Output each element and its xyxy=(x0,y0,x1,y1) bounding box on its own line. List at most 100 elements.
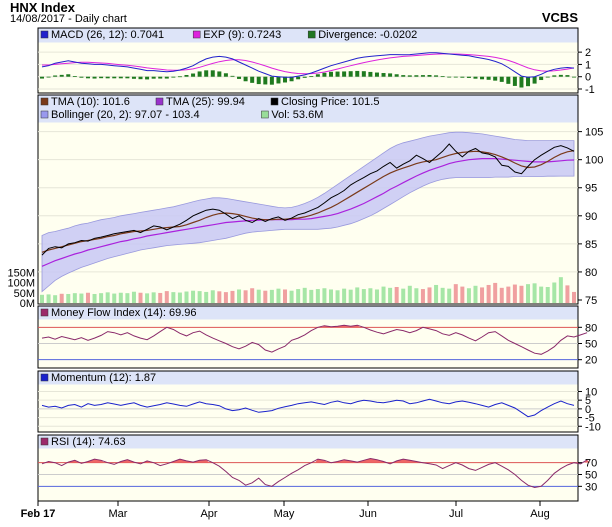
divergence-bar xyxy=(519,76,524,88)
divergence-bar xyxy=(263,76,268,85)
divergence-bar xyxy=(184,74,189,77)
volume-bar xyxy=(85,292,90,303)
divergence-bar xyxy=(374,72,379,77)
volume-bar xyxy=(427,287,432,303)
volume-bar xyxy=(506,286,511,303)
volume-bar xyxy=(125,293,130,303)
divergence-bar xyxy=(66,74,71,77)
divergence-bar xyxy=(328,71,333,77)
divergence-bar xyxy=(315,74,320,77)
volume-bar xyxy=(197,291,202,303)
volume-bar xyxy=(558,277,563,303)
y-tick-label: 1 xyxy=(585,59,591,71)
x-tick-label: May xyxy=(274,508,295,520)
x-tick-label: Jul xyxy=(449,508,463,520)
chart-title: HNX Index xyxy=(10,0,76,15)
volume-bar xyxy=(66,293,71,303)
divergence-bar xyxy=(486,76,491,80)
legend-swatch xyxy=(40,110,49,119)
volume-bar xyxy=(164,291,169,303)
y-tick-label: 30 xyxy=(585,481,597,493)
divergence-bar xyxy=(243,76,248,82)
divergence-bar xyxy=(40,76,44,79)
volume-bar xyxy=(480,287,485,303)
divergence-bar xyxy=(512,76,517,86)
volume-bar xyxy=(302,287,307,303)
volume-bar xyxy=(368,288,373,303)
legend-swatch xyxy=(40,437,49,446)
y-tick-label: 95 xyxy=(585,183,597,195)
divergence-bar xyxy=(545,76,550,78)
divergence-bar xyxy=(420,75,425,77)
volume-bar xyxy=(99,293,104,303)
divergence-bar xyxy=(447,76,452,78)
volume-bar xyxy=(466,288,471,303)
y-tick-label: 75 xyxy=(585,295,597,307)
volume-tick-label: 50M xyxy=(14,288,35,300)
volume-bar xyxy=(59,293,64,303)
money-flow-index-line xyxy=(41,324,588,355)
volume-bar xyxy=(401,288,406,303)
y-tick-label: 50 xyxy=(585,339,597,351)
volume-bar xyxy=(512,284,517,303)
y-tick-label: 100 xyxy=(585,155,603,167)
volume-bar xyxy=(223,292,228,303)
rsi-line xyxy=(41,457,588,489)
divergence-bar xyxy=(158,76,163,79)
volume-bar xyxy=(263,290,268,303)
volume-bar xyxy=(46,294,51,303)
volume-bar xyxy=(552,282,557,303)
volume-bar xyxy=(565,285,570,303)
volume-bar xyxy=(243,290,248,303)
rsi-overbought-area xyxy=(170,459,210,463)
volume-bar xyxy=(237,289,242,303)
legend-swatch xyxy=(155,97,164,106)
divergence-bar xyxy=(283,76,288,83)
volume-bar xyxy=(447,288,452,303)
mfi-overbought-area xyxy=(321,325,361,328)
divergence-bar xyxy=(309,76,314,77)
volume-bar xyxy=(453,284,458,303)
divergence-bar xyxy=(92,76,97,79)
volume-bar xyxy=(355,287,360,303)
divergence-bar xyxy=(210,70,215,77)
divergence-bar xyxy=(361,71,366,77)
volume-bar xyxy=(342,288,347,303)
volume-bar xyxy=(40,294,44,303)
volume-bar xyxy=(572,291,576,303)
legend-swatch xyxy=(192,30,201,39)
divergence-bar xyxy=(230,75,235,77)
divergence-bar xyxy=(59,74,64,77)
volume-tick-label: 100M xyxy=(7,278,35,290)
divergence-bar xyxy=(532,76,537,84)
volume-bar xyxy=(526,284,531,303)
divergence-bar xyxy=(276,76,281,84)
volume-bar xyxy=(276,288,281,303)
divergence-bar xyxy=(191,73,196,77)
volume-bar xyxy=(473,285,478,303)
divergence-bar xyxy=(46,76,51,78)
divergence-bar xyxy=(250,76,255,83)
divergence-bar xyxy=(99,76,104,79)
tma25-line xyxy=(41,158,575,267)
volume-bar xyxy=(361,289,366,303)
divergence-bar xyxy=(414,75,419,77)
legend-entry: EXP (9): 0.7243 xyxy=(203,29,281,41)
divergence-bar xyxy=(558,74,563,77)
divergence-bar xyxy=(302,76,307,78)
panel-3-legend-band xyxy=(38,371,578,385)
divergence-bar xyxy=(125,76,130,79)
divergence-bar xyxy=(493,76,498,81)
volume-tick-label: 150M xyxy=(7,267,35,279)
divergence-bar xyxy=(427,74,432,77)
divergence-bar xyxy=(499,76,504,82)
volume-bar xyxy=(184,291,189,303)
volume-bar xyxy=(348,289,353,303)
panel-4-legend-band xyxy=(38,435,578,449)
divergence-bar xyxy=(237,76,242,79)
x-tick-label: Aug xyxy=(530,508,550,520)
divergence-bar xyxy=(204,70,209,77)
y-tick-label: 90 xyxy=(585,211,597,223)
legend-entry: Vol: 53.6M xyxy=(271,109,323,121)
divergence-bar xyxy=(164,76,169,79)
